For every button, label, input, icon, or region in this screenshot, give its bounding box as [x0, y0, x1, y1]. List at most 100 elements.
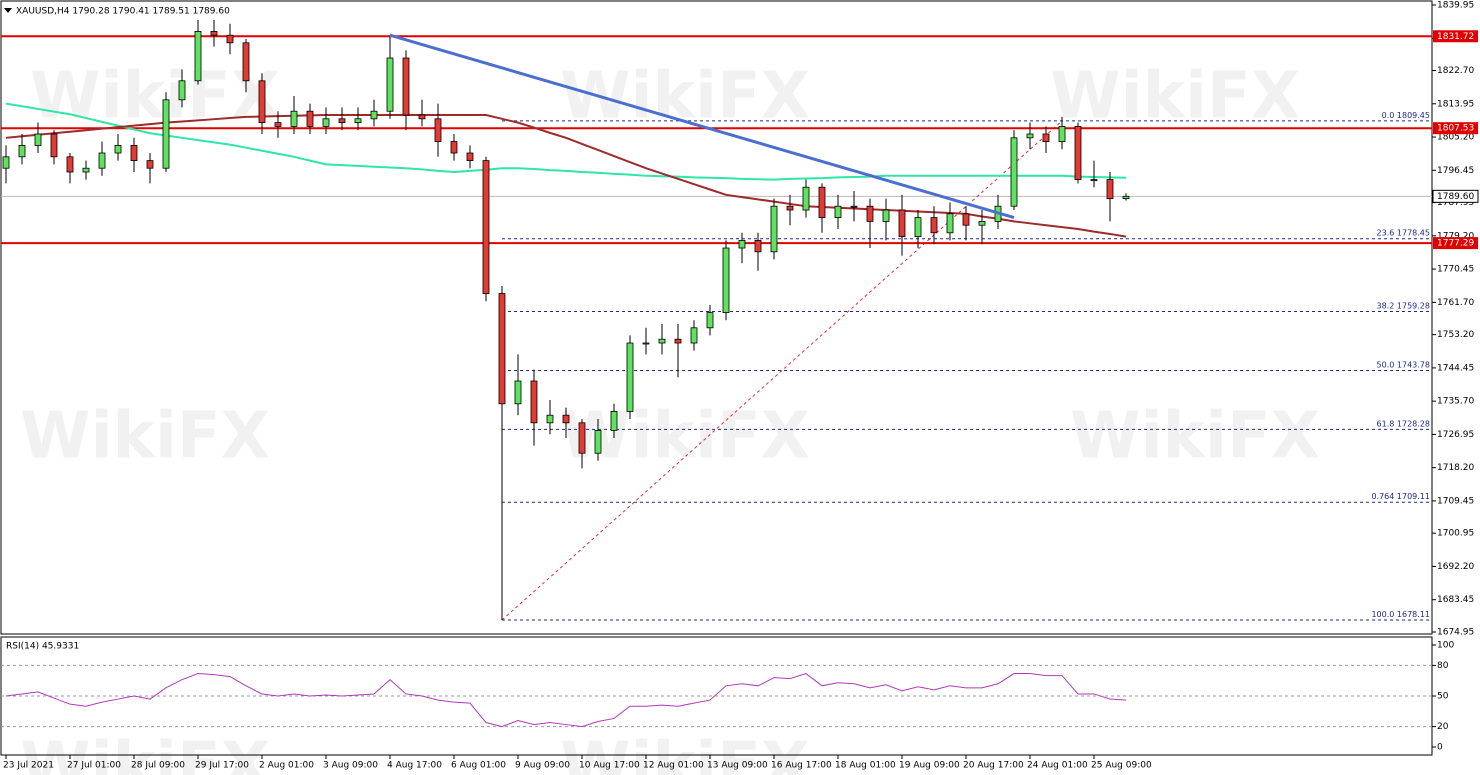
y-tick-label: 1726.95 — [1437, 430, 1474, 440]
watermark: WikiFX — [30, 60, 280, 134]
fib-label: 61.8 1728.28 — [1377, 419, 1430, 428]
candle-body — [578, 422, 586, 454]
y-tick-label: 0 — [1437, 743, 1443, 753]
candle-body — [162, 99, 170, 169]
candle-body — [1010, 137, 1018, 207]
y-tick-label: 1770.45 — [1437, 265, 1474, 275]
watermark: WikiFX — [560, 730, 810, 775]
fib-value: 1728.28 — [1397, 419, 1430, 428]
candle-body — [1106, 179, 1114, 200]
x-tick-label: 24 Aug 01:00 — [1027, 761, 1088, 771]
candle-body — [754, 240, 762, 253]
candle-body — [946, 213, 954, 234]
x-tick-label: 12 Aug 01:00 — [643, 761, 704, 771]
y-tick-label: 1822.70 — [1437, 66, 1474, 76]
candle-body — [98, 152, 106, 169]
y-tick-label: 20 — [1437, 722, 1449, 732]
y-tick-label: 1753.20 — [1437, 330, 1474, 340]
candle-body — [834, 205, 842, 219]
candle-body — [802, 186, 810, 211]
candle-body — [306, 110, 314, 127]
x-tick-label: 23 Jul 2021 — [3, 761, 54, 771]
fib-name: 23.6 — [1377, 228, 1395, 237]
y-tick-label: 1709.45 — [1437, 496, 1474, 506]
y-tick-label: 1700.95 — [1437, 529, 1474, 539]
candle-body — [898, 209, 906, 238]
candle-body — [322, 118, 330, 127]
candle-body — [610, 411, 618, 431]
candle-body — [418, 114, 426, 120]
x-tick-label: 27 Jul 01:00 — [67, 761, 121, 771]
watermark: WikiFX — [1050, 60, 1300, 134]
fib-label: 50.0 1743.78 — [1377, 360, 1430, 369]
y-tick-label: 1683.45 — [1437, 595, 1474, 605]
candle-body — [66, 156, 74, 173]
watermark: WikiFX — [1070, 400, 1320, 474]
candle-body — [1090, 179, 1098, 182]
candle-body — [1042, 133, 1050, 143]
fib-value: 1809.45 — [1397, 110, 1430, 119]
candle-body — [786, 205, 794, 211]
watermark: WikiFX — [20, 400, 270, 474]
moving-average — [5, 102, 1127, 181]
price-tag-label: 1789.60 — [1437, 192, 1474, 202]
x-tick-label: 3 Aug 09:00 — [323, 761, 378, 771]
watermark: WikiFX — [560, 400, 810, 474]
x-tick-label: 20 Aug 17:00 — [963, 761, 1024, 771]
candle-body — [18, 145, 26, 158]
candle-body — [354, 118, 362, 124]
fib-value: 1678.11 — [1397, 609, 1430, 618]
candle-body — [914, 217, 922, 238]
price-tag — [1432, 189, 1479, 203]
x-tick-label: 2 Aug 01:00 — [259, 761, 314, 771]
candle-body — [850, 205, 858, 208]
x-tick-label: 18 Aug 01:00 — [835, 761, 896, 771]
y-tick-label: 1718.20 — [1437, 463, 1474, 473]
candle-body — [546, 414, 554, 424]
fib-label: 38.2 1759.28 — [1377, 301, 1430, 310]
fib-value: 1709.11 — [1397, 492, 1430, 501]
level-tag-label: 1831.72 — [1437, 32, 1474, 42]
x-tick-label: 4 Aug 17:00 — [387, 761, 442, 771]
fib-name: 100.0 — [1371, 609, 1394, 618]
symbol-icon — [4, 8, 12, 13]
y-tick-label: 1796.45 — [1437, 166, 1474, 176]
y-tick-label: 1787.95 — [1437, 198, 1474, 208]
level-tag-label: 1777.29 — [1437, 239, 1474, 249]
rsi-line — [5, 673, 1127, 728]
candle-body — [386, 57, 394, 112]
y-tick-label: 1761.70 — [1437, 298, 1474, 308]
candle-body — [562, 414, 570, 424]
candle-body — [450, 141, 458, 154]
candle-body — [962, 213, 970, 226]
candle-body — [210, 31, 218, 36]
candle-body — [626, 342, 634, 412]
x-tick-label: 6 Aug 01:00 — [451, 761, 506, 771]
y-tick-label: 1735.70 — [1437, 397, 1474, 407]
x-tick-label: 28 Jul 09:00 — [131, 761, 185, 771]
x-tick-label: 9 Aug 09:00 — [515, 761, 570, 771]
candle-body — [882, 209, 890, 222]
price-panel — [0, 0, 1433, 635]
candle-body — [242, 42, 250, 82]
candle-body — [690, 327, 698, 344]
candle-body — [930, 217, 938, 234]
fib-label: 23.6 1778.45 — [1377, 228, 1430, 237]
candle-body — [978, 221, 986, 226]
fib-value: 1759.28 — [1397, 301, 1430, 310]
candle-body — [466, 152, 474, 162]
watermark: WikiFX — [20, 730, 270, 775]
fib-name: 0.0 — [1382, 110, 1395, 119]
level-tag — [1433, 237, 1478, 250]
y-tick-label: 1692.20 — [1437, 562, 1474, 572]
fib-name: 50.0 — [1377, 360, 1395, 369]
watermarks: WikiFX WikiFX WikiFX WikiFX WikiFX WikiFX Wiki… — [20, 60, 1320, 775]
x-tick-label: 10 Aug 17:00 — [579, 761, 640, 771]
y-tick-label: 1839.95 — [1437, 1, 1474, 11]
x-tick-label: 25 Aug 09:00 — [1091, 761, 1152, 771]
candle-body — [482, 160, 490, 295]
level-tag — [1433, 30, 1478, 43]
candle-body — [258, 80, 266, 124]
candle-body — [130, 145, 138, 162]
